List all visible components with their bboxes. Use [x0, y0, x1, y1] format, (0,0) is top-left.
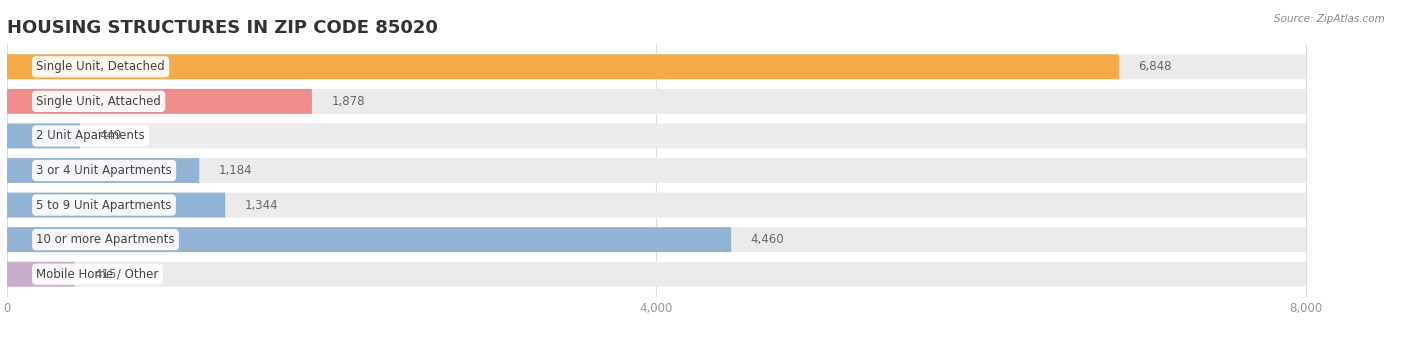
- Text: 10 or more Apartments: 10 or more Apartments: [37, 233, 174, 246]
- FancyBboxPatch shape: [7, 193, 1306, 218]
- FancyBboxPatch shape: [7, 158, 200, 183]
- FancyBboxPatch shape: [7, 262, 1306, 287]
- FancyBboxPatch shape: [7, 89, 1306, 114]
- Text: 449: 449: [100, 130, 122, 143]
- Text: 3 or 4 Unit Apartments: 3 or 4 Unit Apartments: [37, 164, 172, 177]
- FancyBboxPatch shape: [7, 89, 312, 114]
- Text: 1,878: 1,878: [332, 95, 366, 108]
- Text: Source: ZipAtlas.com: Source: ZipAtlas.com: [1274, 14, 1385, 24]
- FancyBboxPatch shape: [7, 123, 1306, 148]
- Text: Mobile Home / Other: Mobile Home / Other: [37, 268, 159, 281]
- Text: Single Unit, Attached: Single Unit, Attached: [37, 95, 162, 108]
- Text: HOUSING STRUCTURES IN ZIP CODE 85020: HOUSING STRUCTURES IN ZIP CODE 85020: [7, 19, 437, 37]
- Text: 415: 415: [94, 268, 117, 281]
- FancyBboxPatch shape: [7, 54, 1306, 79]
- Text: 2 Unit Apartments: 2 Unit Apartments: [37, 130, 145, 143]
- FancyBboxPatch shape: [7, 54, 1119, 79]
- Text: 1,184: 1,184: [219, 164, 252, 177]
- FancyBboxPatch shape: [7, 227, 731, 252]
- Text: 5 to 9 Unit Apartments: 5 to 9 Unit Apartments: [37, 198, 172, 211]
- Text: Single Unit, Detached: Single Unit, Detached: [37, 60, 165, 73]
- Text: 1,344: 1,344: [245, 198, 278, 211]
- FancyBboxPatch shape: [7, 227, 1306, 252]
- FancyBboxPatch shape: [7, 193, 225, 218]
- FancyBboxPatch shape: [7, 158, 1306, 183]
- FancyBboxPatch shape: [7, 123, 80, 148]
- Text: 6,848: 6,848: [1139, 60, 1171, 73]
- Text: 4,460: 4,460: [751, 233, 785, 246]
- FancyBboxPatch shape: [7, 262, 75, 287]
